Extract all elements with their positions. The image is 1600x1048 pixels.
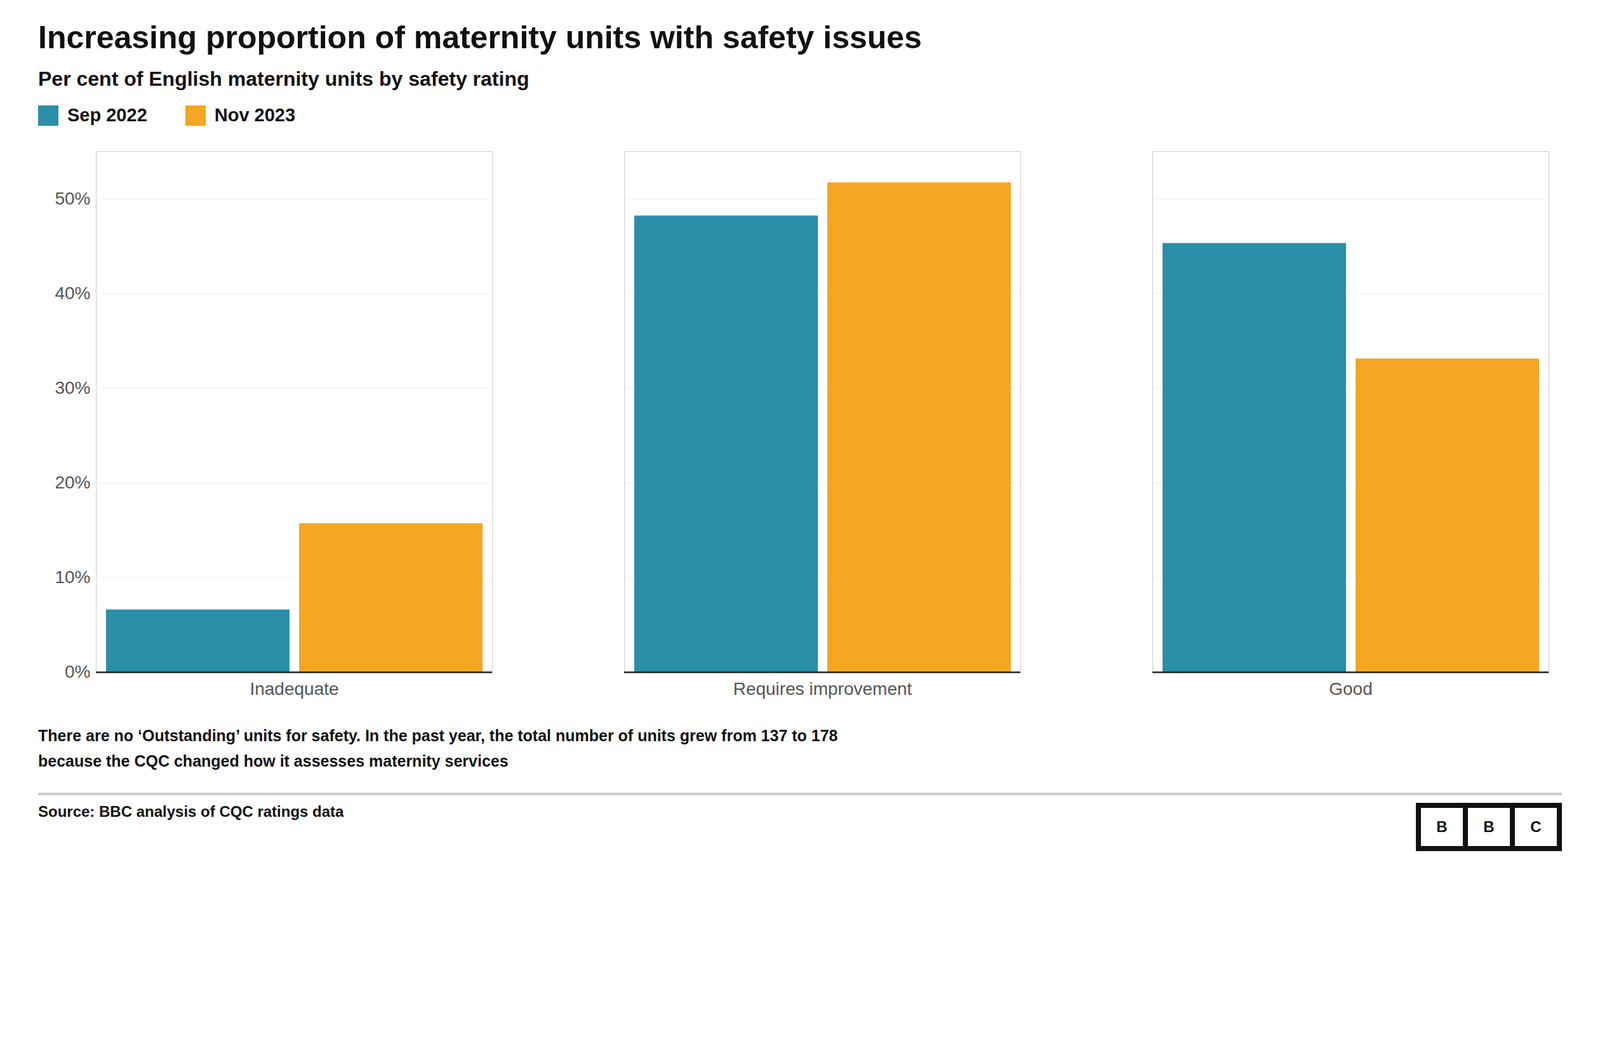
html-text:Source: BBC analysis of CQC ra: Source: BBC analysis of CQC ratings data [38,802,344,820]
html-text:Increasing proportion of mater: Increasing proportion of maternity units… [38,19,922,56]
svg-text:0%: 0% [64,661,91,682]
svg-text:Requires improvement: Requires improvement [733,678,913,699]
svg-text:Good: Good [1328,678,1373,699]
svg-text:50%: 50% [54,188,91,209]
html-text:Sep 2022: Sep 2022 [67,104,148,126]
svg-text:30%: 30% [54,377,91,398]
html-text:B: B [1483,817,1495,835]
svg-text:10%: 10% [54,566,91,587]
html-text:Nov 2023: Nov 2023 [214,104,296,126]
html-text:C: C [1530,817,1542,835]
svg-text:20%: 20% [54,472,91,493]
svg-text:40%: 40% [54,283,91,303]
svg-text:Inadequate: Inadequate [249,678,339,699]
html-text:B: B [1436,817,1448,835]
html-text:Per cent of English maternity: Per cent of English maternity units by s… [38,67,530,91]
html-text:There are no ‘Outstanding’ uni: There are no ‘Outstanding’ units for saf… [38,726,838,770]
